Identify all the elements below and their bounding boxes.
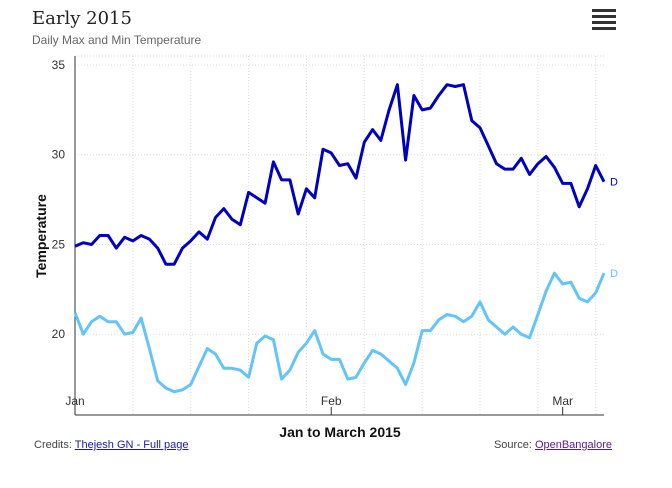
chart-subtitle: Daily Max and Min Temperature — [32, 33, 202, 47]
credits-prefix: Credits: — [34, 439, 72, 451]
menu-icon — [592, 15, 616, 18]
menu-icon — [592, 27, 616, 30]
source-prefix: Source: — [493, 439, 532, 451]
credits: Credits: Thejesh GN - Full page — [34, 439, 188, 451]
source: Source: OpenBangalore — [494, 439, 612, 451]
credits-link[interactable]: Thejesh GN - Full page — [74, 439, 189, 451]
y-tick-label: 20 — [52, 327, 66, 341]
export-menu-button[interactable] — [592, 9, 616, 31]
menu-icon — [592, 21, 616, 24]
chart-plot: 20 25 30 35 Jan Feb Mar D D — [52, 55, 618, 416]
min-temperature-line — [73, 271, 606, 394]
series-end-label: D — [610, 177, 618, 189]
x-tick-label: Feb — [321, 394, 342, 408]
menu-icon — [592, 9, 616, 12]
series-end-label: D — [610, 268, 618, 280]
max-temperature-line — [74, 83, 606, 266]
y-tick-label: 25 — [52, 237, 66, 251]
source-link[interactable]: OpenBangalore — [534, 439, 612, 451]
chart-title: Early 2015 — [32, 8, 132, 29]
y-tick-label: 30 — [52, 148, 66, 162]
x-tick-label: Mar — [552, 394, 573, 408]
x-axis-title: Jan to March 2015 — [279, 424, 401, 440]
y-tick-label: 35 — [52, 58, 66, 72]
y-axis-title: Temperature — [33, 194, 49, 278]
x-tick-label: Jan — [65, 394, 84, 408]
